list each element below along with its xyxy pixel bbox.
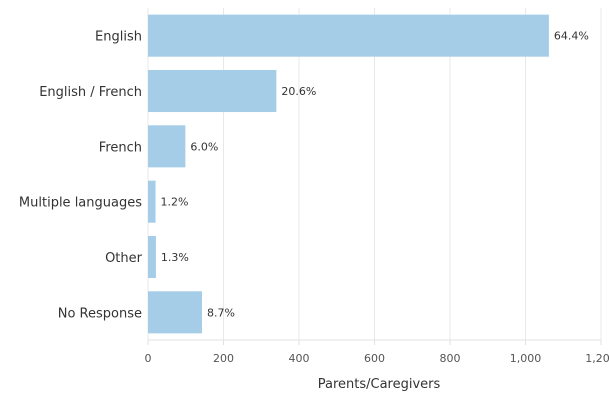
bar xyxy=(148,125,186,168)
category-labels: English English / French French Multiple la… xyxy=(19,30,143,322)
category-label: French xyxy=(99,140,142,155)
gridlines xyxy=(147,8,602,340)
category-label: Multiple languages xyxy=(19,196,142,211)
x-tick-label: 0 xyxy=(145,352,152,365)
data-label: 64.4% xyxy=(554,30,589,43)
category-label: English xyxy=(95,30,142,45)
x-tick-label: 600 xyxy=(364,352,385,365)
bar xyxy=(148,69,277,113)
data-label: 6.0% xyxy=(190,140,218,153)
x-tick-label: 1,000 xyxy=(510,352,542,365)
x-tick-label: 200 xyxy=(213,352,234,365)
data-label: 1.3% xyxy=(161,251,189,264)
bars xyxy=(148,14,549,334)
data-label: 8.7% xyxy=(207,306,235,319)
data-label: 20.6% xyxy=(281,85,316,98)
x-tick-label: 400 xyxy=(289,352,310,365)
bar xyxy=(148,180,156,223)
x-tick-label: 800 xyxy=(440,352,461,365)
x-axis-title: Parents/Caregivers xyxy=(318,377,441,392)
x-axis: 0 200 400 600 800 1,000 1,200 xyxy=(145,339,609,365)
bar xyxy=(148,291,202,334)
data-labels: 64.4% 20.6% 6.0% 1.2% 1.3% 8.7% xyxy=(161,30,589,320)
category-label: Other xyxy=(105,251,143,266)
category-label: No Response xyxy=(58,306,142,321)
bar xyxy=(148,235,156,279)
data-label: 1.2% xyxy=(161,196,189,209)
category-label: English / French xyxy=(39,85,142,100)
x-tick-label: 1,200 xyxy=(585,352,609,365)
bar xyxy=(148,14,549,57)
